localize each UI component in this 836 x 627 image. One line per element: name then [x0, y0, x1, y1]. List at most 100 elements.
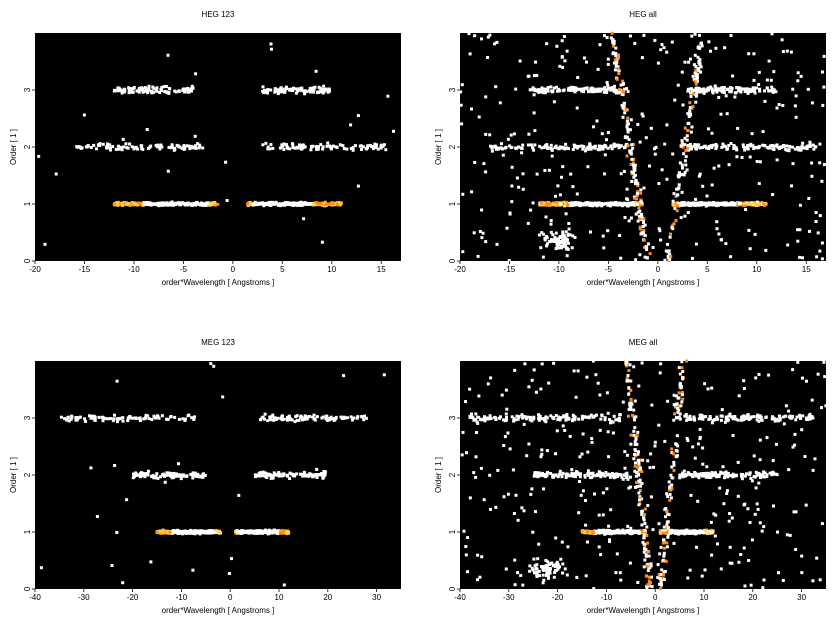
count-pixel — [744, 417, 748, 420]
count-pixel — [652, 465, 655, 469]
x-tick-label: 10 — [275, 593, 284, 602]
count-pixel — [645, 525, 649, 529]
count-pixel — [510, 165, 514, 169]
count-pixel — [628, 34, 632, 38]
count-pixel — [643, 507, 647, 511]
count-pixel — [550, 148, 554, 152]
count-pixel — [526, 221, 530, 225]
count-pixel — [665, 541, 669, 545]
count-pixel — [598, 473, 602, 477]
count-pixel — [478, 230, 482, 233]
count-pixel — [720, 201, 724, 205]
count-pixel — [727, 414, 731, 418]
count-pixel — [277, 89, 281, 93]
count-pixel — [276, 416, 280, 420]
count-pixel — [169, 472, 173, 476]
count-pixel — [757, 182, 761, 186]
x-tick-label: -20 — [127, 593, 139, 602]
count-pixel — [312, 88, 316, 92]
count-pixel — [628, 404, 632, 408]
count-pixel — [623, 216, 627, 219]
count-pixel — [788, 414, 792, 418]
count-pixel — [517, 185, 521, 189]
count-pixel — [617, 53, 621, 57]
count-pixel — [619, 144, 623, 148]
count-pixel — [627, 369, 631, 372]
count-pixel — [678, 417, 682, 421]
count-pixel — [488, 414, 492, 418]
count-pixel — [263, 417, 266, 421]
count-pixel — [279, 88, 283, 92]
count-pixel — [699, 88, 703, 92]
count-pixel — [740, 415, 744, 419]
count-pixel — [165, 417, 169, 421]
count-pixel — [658, 229, 662, 233]
count-pixel — [685, 202, 689, 206]
count-pixel — [564, 212, 568, 216]
count-pixel — [661, 541, 665, 545]
count-pixel — [293, 146, 297, 150]
count-pixel — [675, 402, 679, 406]
count-pixel — [642, 33, 646, 37]
count-pixel — [174, 472, 178, 476]
count-pixel — [532, 368, 536, 372]
y-tick-label: 1 — [23, 201, 32, 206]
count-pixel — [700, 44, 704, 48]
count-pixel — [617, 531, 621, 535]
count-pixel — [585, 86, 589, 90]
count-pixel — [125, 202, 129, 206]
count-pixel — [163, 90, 167, 94]
count-pixel — [595, 119, 599, 123]
count-pixel — [326, 141, 330, 145]
count-pixel — [288, 87, 292, 91]
count-pixel — [707, 417, 711, 421]
count-pixel — [121, 581, 125, 585]
count-pixel — [260, 202, 264, 206]
count-pixel — [260, 416, 264, 420]
count-pixel — [171, 203, 175, 207]
count-pixel — [311, 86, 315, 90]
count-pixel — [293, 473, 297, 477]
count-pixel — [169, 201, 173, 205]
count-pixel — [129, 203, 133, 207]
count-pixel — [622, 90, 626, 94]
count-pixel — [763, 89, 766, 93]
count-pixel — [289, 472, 293, 476]
count-pixel — [177, 417, 181, 421]
count-pixel — [633, 41, 637, 45]
count-pixel — [282, 417, 285, 421]
count-pixel — [86, 144, 90, 148]
count-pixel — [296, 201, 300, 205]
count-pixel — [486, 56, 490, 59]
count-pixel — [679, 404, 683, 408]
count-pixel — [719, 88, 723, 92]
count-pixel — [314, 69, 318, 73]
count-pixel — [307, 474, 311, 478]
count-pixel — [688, 201, 691, 205]
count-pixel — [612, 202, 616, 206]
count-pixel — [677, 366, 681, 370]
count-pixel — [559, 557, 563, 561]
count-pixel — [480, 208, 484, 212]
y-axis-label: Order [ 1 ] — [9, 129, 18, 165]
count-pixel — [282, 531, 285, 535]
count-pixel — [628, 149, 632, 153]
count-pixel — [159, 89, 163, 93]
count-pixel — [678, 412, 682, 416]
count-pixel — [356, 114, 360, 118]
count-pixel — [565, 254, 569, 258]
count-pixel — [291, 143, 295, 147]
count-pixel — [583, 202, 587, 206]
count-pixel — [640, 112, 644, 116]
count-pixel — [199, 474, 203, 478]
count-pixel — [634, 529, 637, 533]
count-pixel — [703, 202, 707, 206]
count-pixel — [285, 87, 289, 91]
count-pixel — [728, 545, 732, 549]
count-pixel — [629, 379, 633, 383]
count-pixel — [115, 379, 119, 383]
count-pixel — [285, 532, 289, 536]
count-pixel — [618, 234, 622, 237]
count-pixel — [648, 566, 652, 569]
count-pixel — [729, 89, 733, 93]
